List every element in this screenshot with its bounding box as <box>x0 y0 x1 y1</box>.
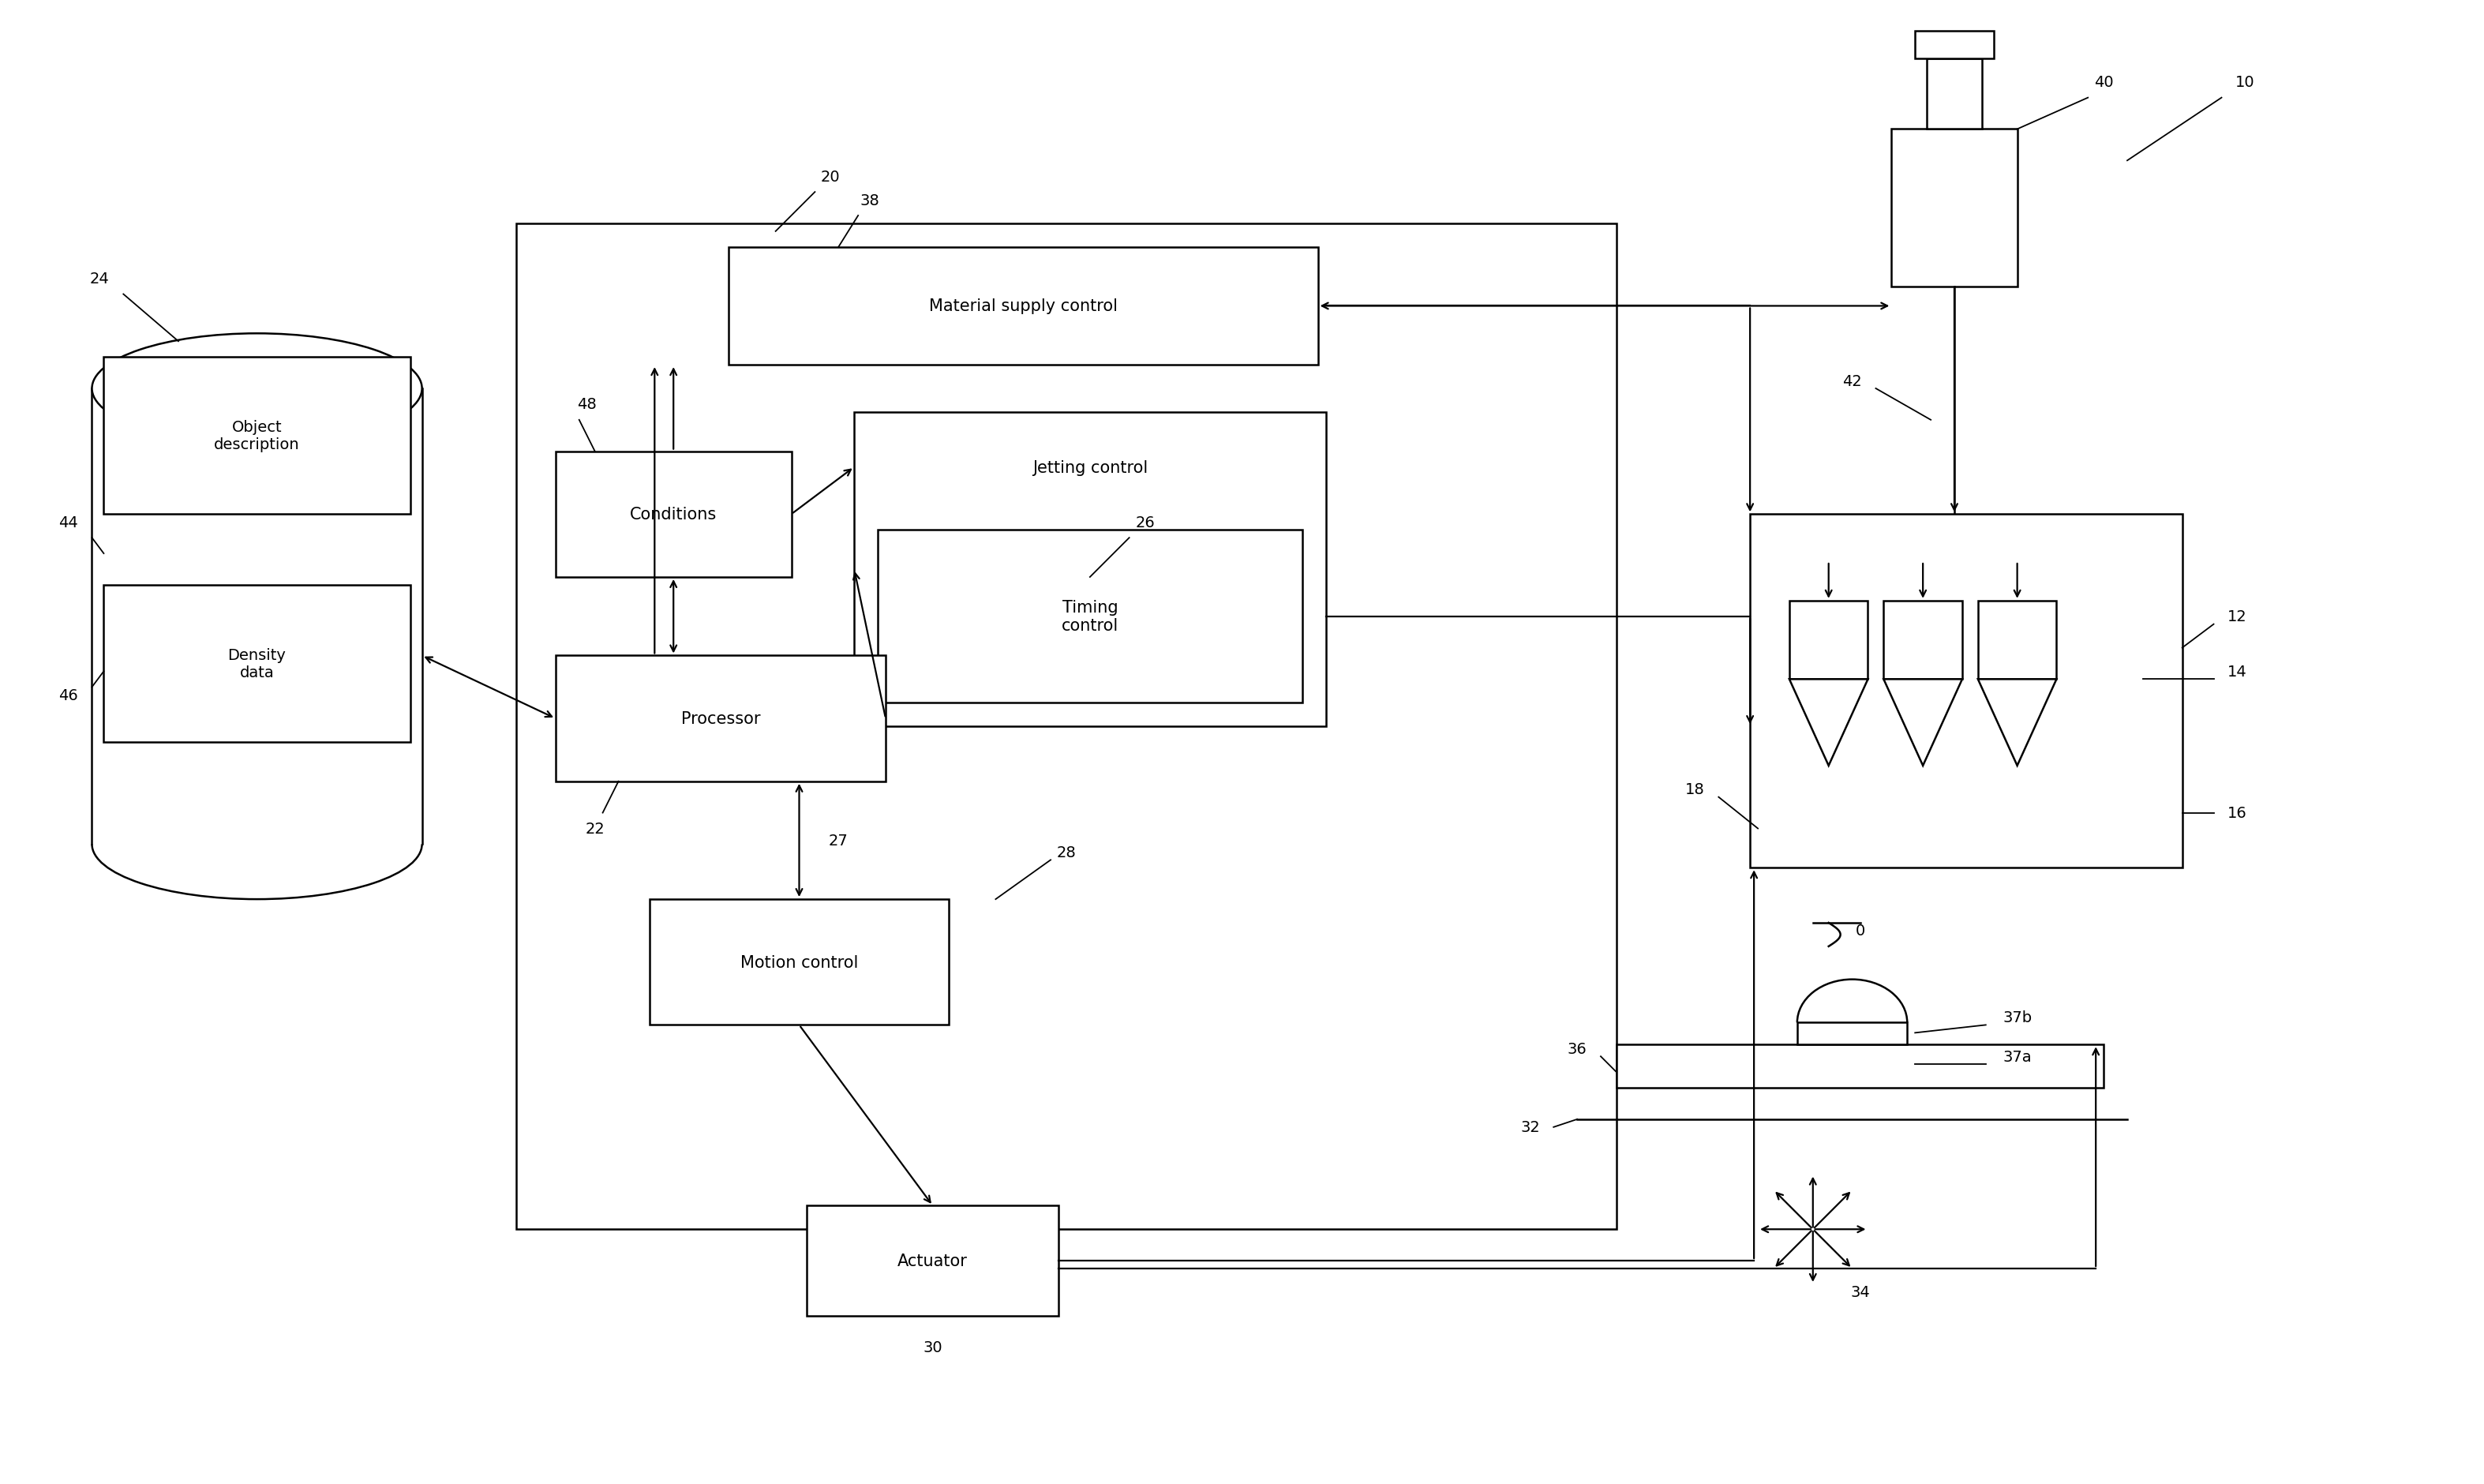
Bar <box>651 899 949 1025</box>
Text: 48: 48 <box>576 398 596 413</box>
Text: 30: 30 <box>924 1340 941 1355</box>
Bar <box>1977 601 2057 680</box>
Text: 44: 44 <box>60 515 77 530</box>
Text: 37b: 37b <box>2002 1009 2032 1025</box>
Bar <box>1883 601 1962 680</box>
Text: 37a: 37a <box>2002 1049 2032 1064</box>
Text: 18: 18 <box>1684 782 1704 797</box>
Text: 40: 40 <box>2094 76 2114 91</box>
Text: 12: 12 <box>2228 610 2248 625</box>
Text: Actuator: Actuator <box>897 1252 969 1269</box>
Text: 34: 34 <box>1851 1285 1870 1300</box>
Text: Density
data: Density data <box>229 647 286 680</box>
Bar <box>104 358 410 515</box>
Bar <box>1798 1022 1908 1045</box>
Bar <box>728 248 1319 365</box>
Text: 28: 28 <box>1056 844 1076 859</box>
Text: Jetting control: Jetting control <box>1033 460 1148 475</box>
Text: 32: 32 <box>1520 1120 1540 1135</box>
Text: Timing
control: Timing control <box>1061 600 1118 634</box>
Text: 26: 26 <box>1135 515 1155 530</box>
Bar <box>1617 1045 2104 1088</box>
Bar <box>1788 601 1868 680</box>
Text: 20: 20 <box>820 169 840 184</box>
Bar <box>854 413 1326 727</box>
Polygon shape <box>1788 680 1868 766</box>
Bar <box>1915 31 1995 59</box>
Ellipse shape <box>92 334 422 444</box>
Text: Object
description: Object description <box>214 420 301 453</box>
Polygon shape <box>1977 680 2057 766</box>
Text: 46: 46 <box>60 687 77 703</box>
Bar <box>104 585 410 742</box>
Bar <box>877 530 1302 703</box>
Text: Conditions: Conditions <box>631 506 718 522</box>
Text: 0: 0 <box>1856 923 1865 938</box>
Text: 10: 10 <box>2236 76 2255 91</box>
Bar <box>1751 515 2183 868</box>
Text: 16: 16 <box>2228 806 2248 821</box>
Text: 27: 27 <box>830 833 847 847</box>
Text: 38: 38 <box>859 193 879 208</box>
Text: 42: 42 <box>1843 374 1863 389</box>
Bar <box>807 1206 1058 1316</box>
Text: 14: 14 <box>2228 665 2248 680</box>
Text: Motion control: Motion control <box>740 954 857 971</box>
Bar <box>517 224 1617 1229</box>
Text: Processor: Processor <box>681 711 760 727</box>
Polygon shape <box>1883 680 1962 766</box>
Text: 36: 36 <box>1567 1042 1587 1057</box>
Bar <box>1890 129 2017 286</box>
Bar <box>556 451 792 577</box>
Text: Material supply control: Material supply control <box>929 298 1118 315</box>
Bar <box>556 656 887 782</box>
Text: 22: 22 <box>586 821 604 837</box>
Bar <box>1928 59 1982 129</box>
Text: 24: 24 <box>89 272 109 286</box>
